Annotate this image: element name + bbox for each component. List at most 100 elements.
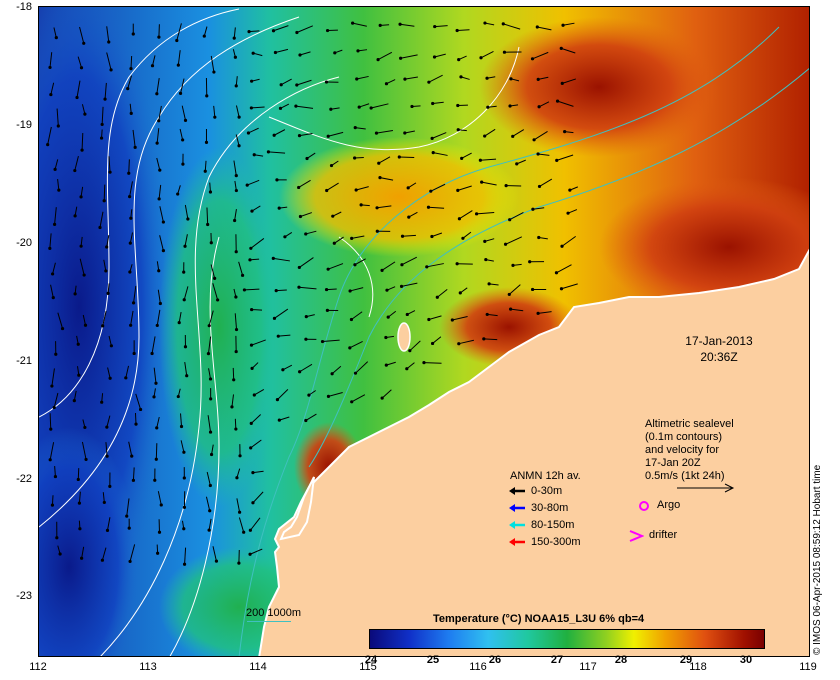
velocity-arrow-head [376,58,380,62]
velocity-arrow [273,257,290,262]
velocity-arrow-head [425,265,429,269]
velocity-arrow-head [384,363,388,367]
velocity-arrow-head [109,344,113,348]
velocity-arrow-head [181,162,185,166]
velocity-arrow [251,106,265,109]
velocity-arrow-head [128,559,132,564]
velocity-arrow [108,335,112,346]
velocity-arrow-head [124,376,128,380]
velocity-arrow-head [53,167,57,171]
velocity-arrow-head [456,103,460,108]
velocity-arrow [183,286,189,300]
velocity-arrow [153,367,157,384]
velocity-arrow-head [324,287,329,292]
velocity-arrow [235,76,238,86]
velocity-arrow [508,284,521,295]
velocity-arrow [77,56,82,68]
velocity-arrow [275,48,289,54]
velocity-arrow [233,27,236,39]
land-cape-range [279,476,315,541]
velocity-arrow [106,26,110,43]
velocity-arrow-head [208,509,212,513]
velocity-arrow [57,178,60,191]
velocity-arrow [49,233,52,249]
velocity-arrow-head [536,311,540,315]
velocity-arrow-head [297,185,301,190]
velocity-arrow-head [101,324,105,328]
green-filament [159,147,279,507]
velocity-arrow-head [537,235,541,240]
velocity-arrow [377,51,393,61]
velocity-arrow-head [431,150,435,155]
velocity-arrow-head [182,505,187,510]
velocity-arrow [280,78,292,86]
velocity-arrow-head [482,337,486,341]
velocity-arrow-head [82,41,86,45]
velocity-arrow [378,156,391,164]
sst-map-panel[interactable]: 17-Jan-2013 20:36Z Altimetric sealevel (… [38,6,810,657]
velocity-arrow-head [126,87,130,91]
velocity-arrow-head [176,394,180,399]
colorbar-tick-27: 27 [550,654,564,666]
lon-label-114: 114 [249,661,267,673]
velocity-arrow [516,159,526,165]
velocity-arrow [386,361,396,366]
velocity-arrow-head [305,156,309,161]
velocity-arrow-head [507,292,511,297]
barrow-island [397,322,411,352]
velocity-arrow [212,283,219,301]
velocity-arrow-head [272,316,277,320]
velocity-arrow-head [325,188,329,193]
velocity-arrow [238,517,245,533]
velocity-arrow-head [233,55,237,59]
velocity-arrow-head [153,478,157,482]
velocity-arrow [106,234,110,248]
velocity-arrow-head [405,367,409,371]
velocity-arrow [106,517,111,531]
velocity-arrow [305,413,317,421]
velocity-arrow-head [398,22,402,26]
velocity-arrow-head [353,371,358,375]
velocity-arrow-head [250,209,254,213]
velocity-arrow-head [159,503,163,507]
velocity-arrow-head [427,317,431,322]
velocity-arrow [51,495,54,506]
velocity-arrow [102,492,105,503]
velocity-arrow [532,51,549,60]
velocity-arrow-head [332,241,336,245]
velocity-arrow-head [271,29,276,33]
velocity-arrow-head [457,58,461,62]
velocity-arrow [399,23,415,27]
velocity-arrow-head [277,418,281,422]
velocity-arrow-head [325,308,329,313]
velocity-arrow-head [531,207,535,211]
velocity-arrow [54,159,59,170]
velocity-arrow-head [349,317,354,322]
velocity-arrow [128,159,130,174]
velocity-arrow [81,546,85,559]
velocity-arrow-head [209,452,214,457]
velocity-arrow-head [216,298,220,302]
velocity-arrow-head [133,145,137,149]
velocity-arrow-head [129,111,133,115]
velocity-arrow-head [182,527,186,531]
velocity-arrow-head [294,104,298,108]
velocity-arrow-head [485,76,489,80]
velocity-arrow [273,129,286,136]
velocity-arrow-head [130,454,134,458]
velocity-arrow-head [251,501,255,505]
velocity-arrow [538,311,552,314]
velocity-arrow [484,238,495,242]
lat-label-19: -19 [16,119,32,131]
velocity-arrow-head [50,272,55,276]
velocity-arrow [106,52,112,71]
velocity-arrow-head [353,263,357,267]
velocity-arrow [210,264,216,279]
velocity-arrow-head [79,244,83,248]
velocity-arrow-head [128,241,132,245]
velocity-arrow-head [46,142,50,147]
velocity-arrow-head [55,536,59,540]
velocity-arrow-head [132,351,136,356]
velocity-arrow-head [108,170,112,174]
velocity-arrow-head [380,268,384,272]
